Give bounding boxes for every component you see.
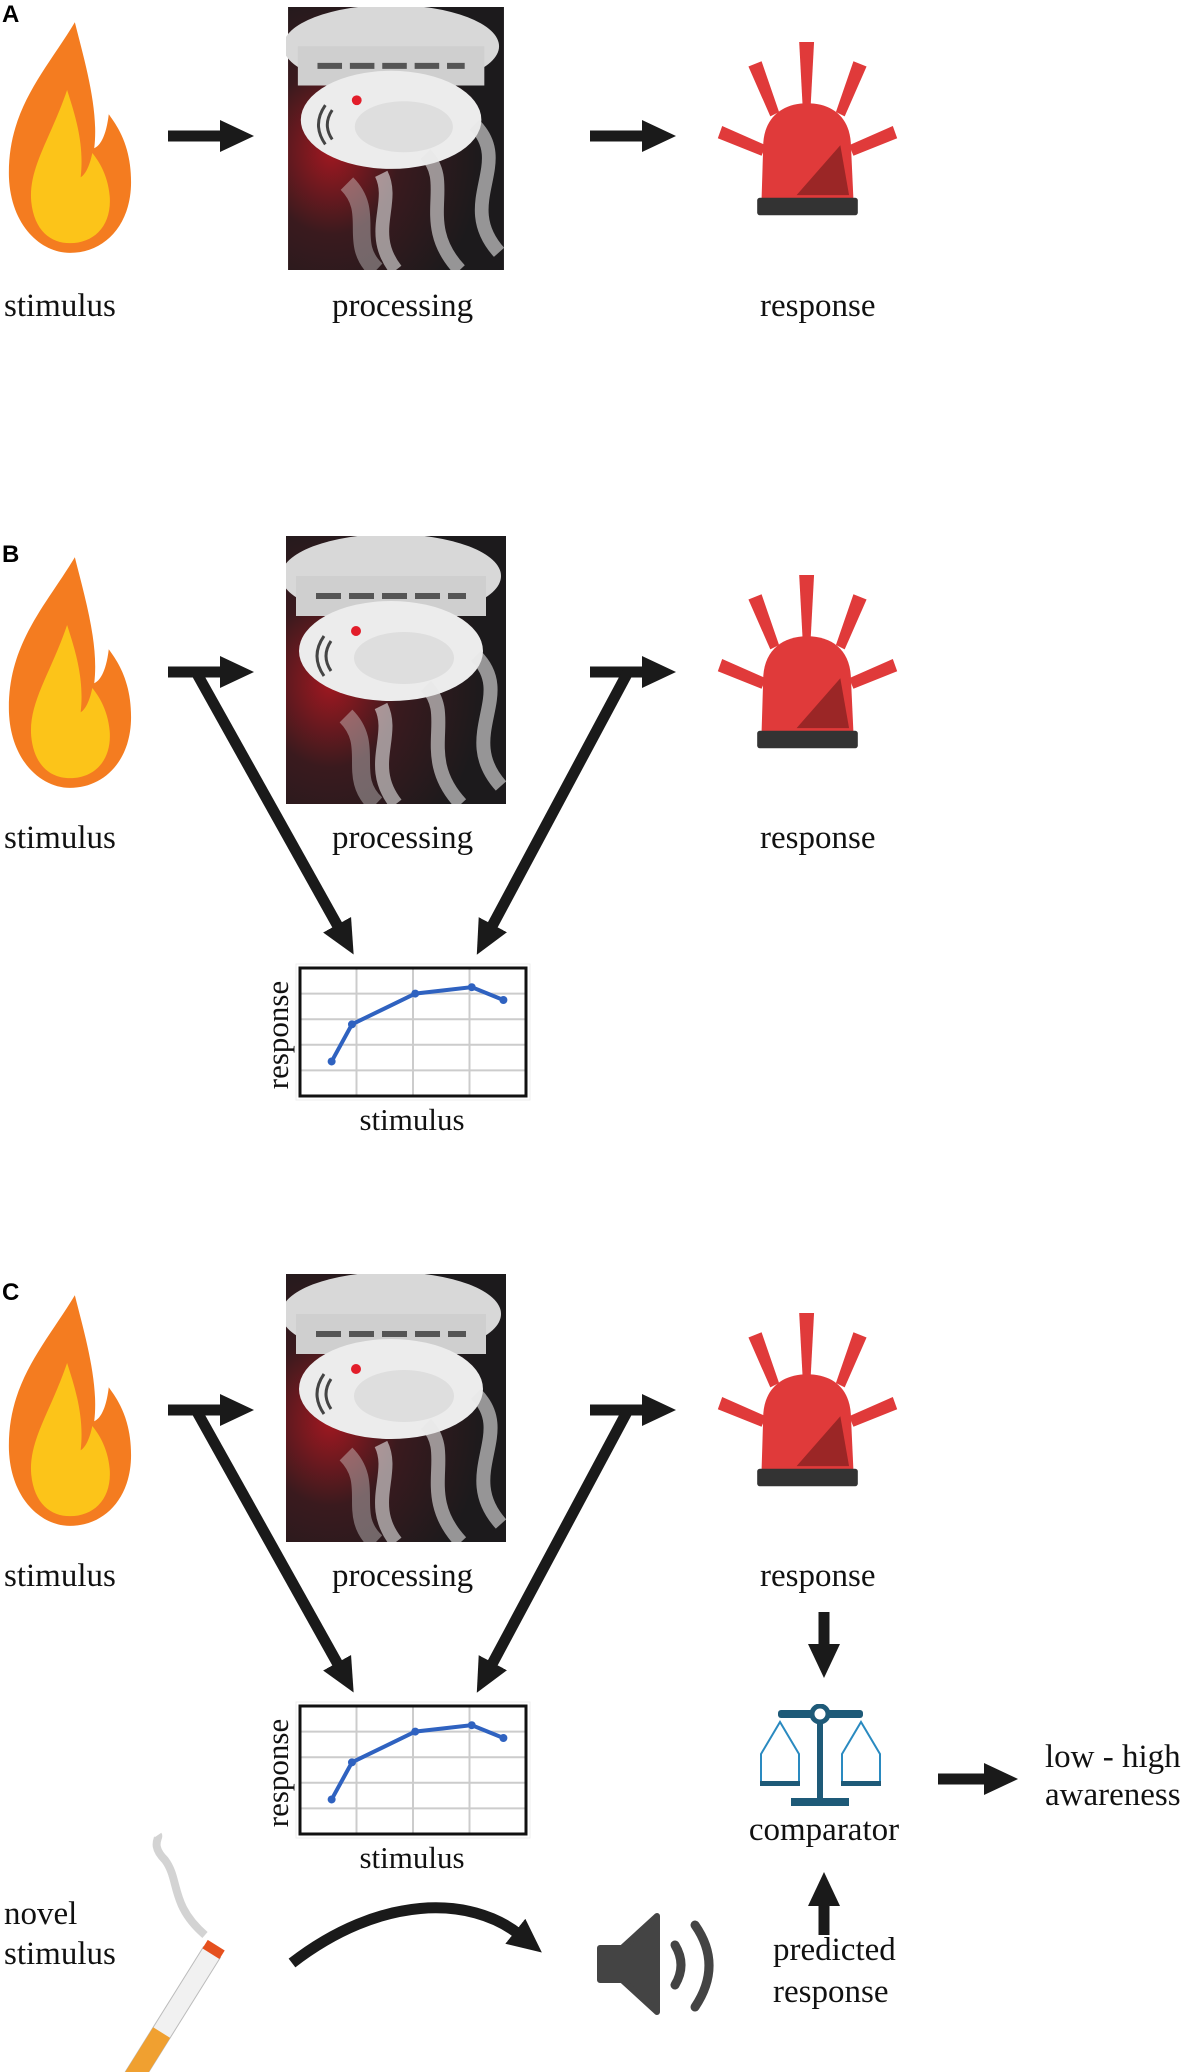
- smoke-detector-image: [281, 1272, 506, 1542]
- flame-icon: [8, 557, 132, 788]
- predicted-response-label: response: [773, 1974, 888, 2010]
- smoke-detector-image: [283, 5, 504, 270]
- response-label: response: [760, 1558, 875, 1594]
- siren-icon: [717, 1313, 898, 1487]
- chart-y-label: response: [260, 1719, 295, 1827]
- arrow-icon: [191, 669, 354, 955]
- novel-stimulus-label: novel: [4, 1896, 77, 1932]
- data-point: [499, 1734, 508, 1742]
- plot-frame: [298, 1704, 528, 1836]
- data-point: [467, 1721, 476, 1730]
- predicted-response-label: predicted: [773, 1932, 896, 1968]
- response-label: response: [760, 820, 875, 856]
- data-point: [499, 996, 508, 1004]
- data-point: [347, 1020, 356, 1029]
- response-curve-chart: [295, 963, 531, 1101]
- awareness-label: low - high: [1045, 1739, 1181, 1775]
- data-point: [411, 1727, 420, 1736]
- stimulus-label: stimulus: [4, 288, 116, 324]
- cigarette-icon: [123, 1832, 225, 2072]
- stimulus-label: stimulus: [4, 1558, 116, 1594]
- processing-label: processing: [332, 820, 473, 856]
- response-label: response: [760, 288, 875, 324]
- data-point: [347, 1758, 356, 1767]
- awareness-label: awareness: [1045, 1777, 1181, 1813]
- data-point: [327, 1057, 336, 1066]
- data-point: [467, 983, 476, 992]
- processing-label: processing: [332, 1558, 473, 1594]
- smoke-detector-image: [281, 534, 506, 804]
- balance-scale-icon: [760, 1706, 881, 1806]
- chart-y-label: response: [260, 981, 295, 1089]
- panel-label-c: C: [2, 1279, 19, 1306]
- response-curve-chart: [295, 1701, 531, 1839]
- stimulus-label: stimulus: [4, 820, 116, 856]
- chart-x-label: stimulus: [359, 1840, 464, 1875]
- comparator-label: comparator: [749, 1812, 899, 1848]
- plot-frame: [298, 966, 528, 1098]
- panel-a: A stimulus processing response: [2, 1, 898, 324]
- novel-stimulus-label: stimulus: [4, 1936, 116, 1972]
- siren-icon: [717, 42, 898, 216]
- panel-label-b: B: [2, 541, 19, 568]
- arrow-icon: [191, 1407, 354, 1693]
- flame-icon: [8, 1295, 132, 1526]
- panel-label-a: A: [2, 1, 19, 28]
- speaker-icon: [597, 1913, 714, 2015]
- processing-label: processing: [332, 288, 473, 324]
- curved-arrow-icon: [288, 1902, 542, 1968]
- data-point: [327, 1795, 336, 1804]
- panel-b: B stimulus processing response stimulus …: [2, 534, 898, 1137]
- arrow-icon: [476, 1407, 633, 1693]
- arrow-icon: [476, 669, 633, 955]
- siren-icon: [717, 575, 898, 749]
- panel-c: C stimulus processing response stimulus …: [2, 1272, 1181, 2072]
- data-point: [411, 989, 420, 998]
- chart-x-label: stimulus: [359, 1102, 464, 1137]
- flame-icon: [8, 22, 132, 253]
